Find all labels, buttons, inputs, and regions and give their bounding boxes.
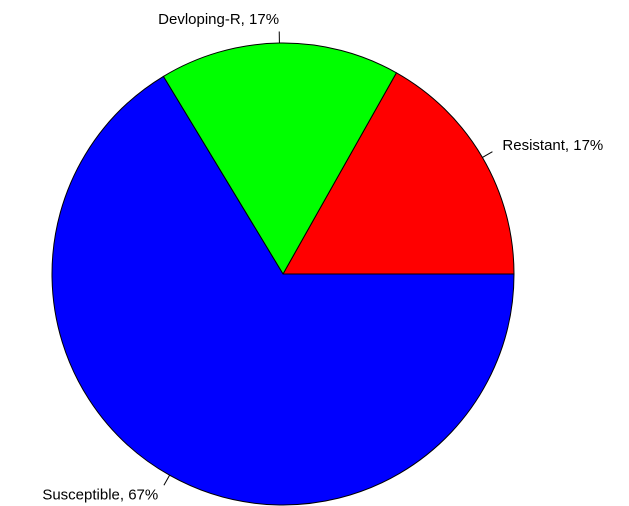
slice-label: Resistant, 17% xyxy=(502,137,603,154)
slice-label: Susceptible, 67% xyxy=(42,486,158,503)
slice-label: Devloping-R, 17% xyxy=(158,11,279,28)
pie-slice xyxy=(51,75,515,506)
label-leader xyxy=(482,151,493,158)
label-leader xyxy=(163,474,171,486)
